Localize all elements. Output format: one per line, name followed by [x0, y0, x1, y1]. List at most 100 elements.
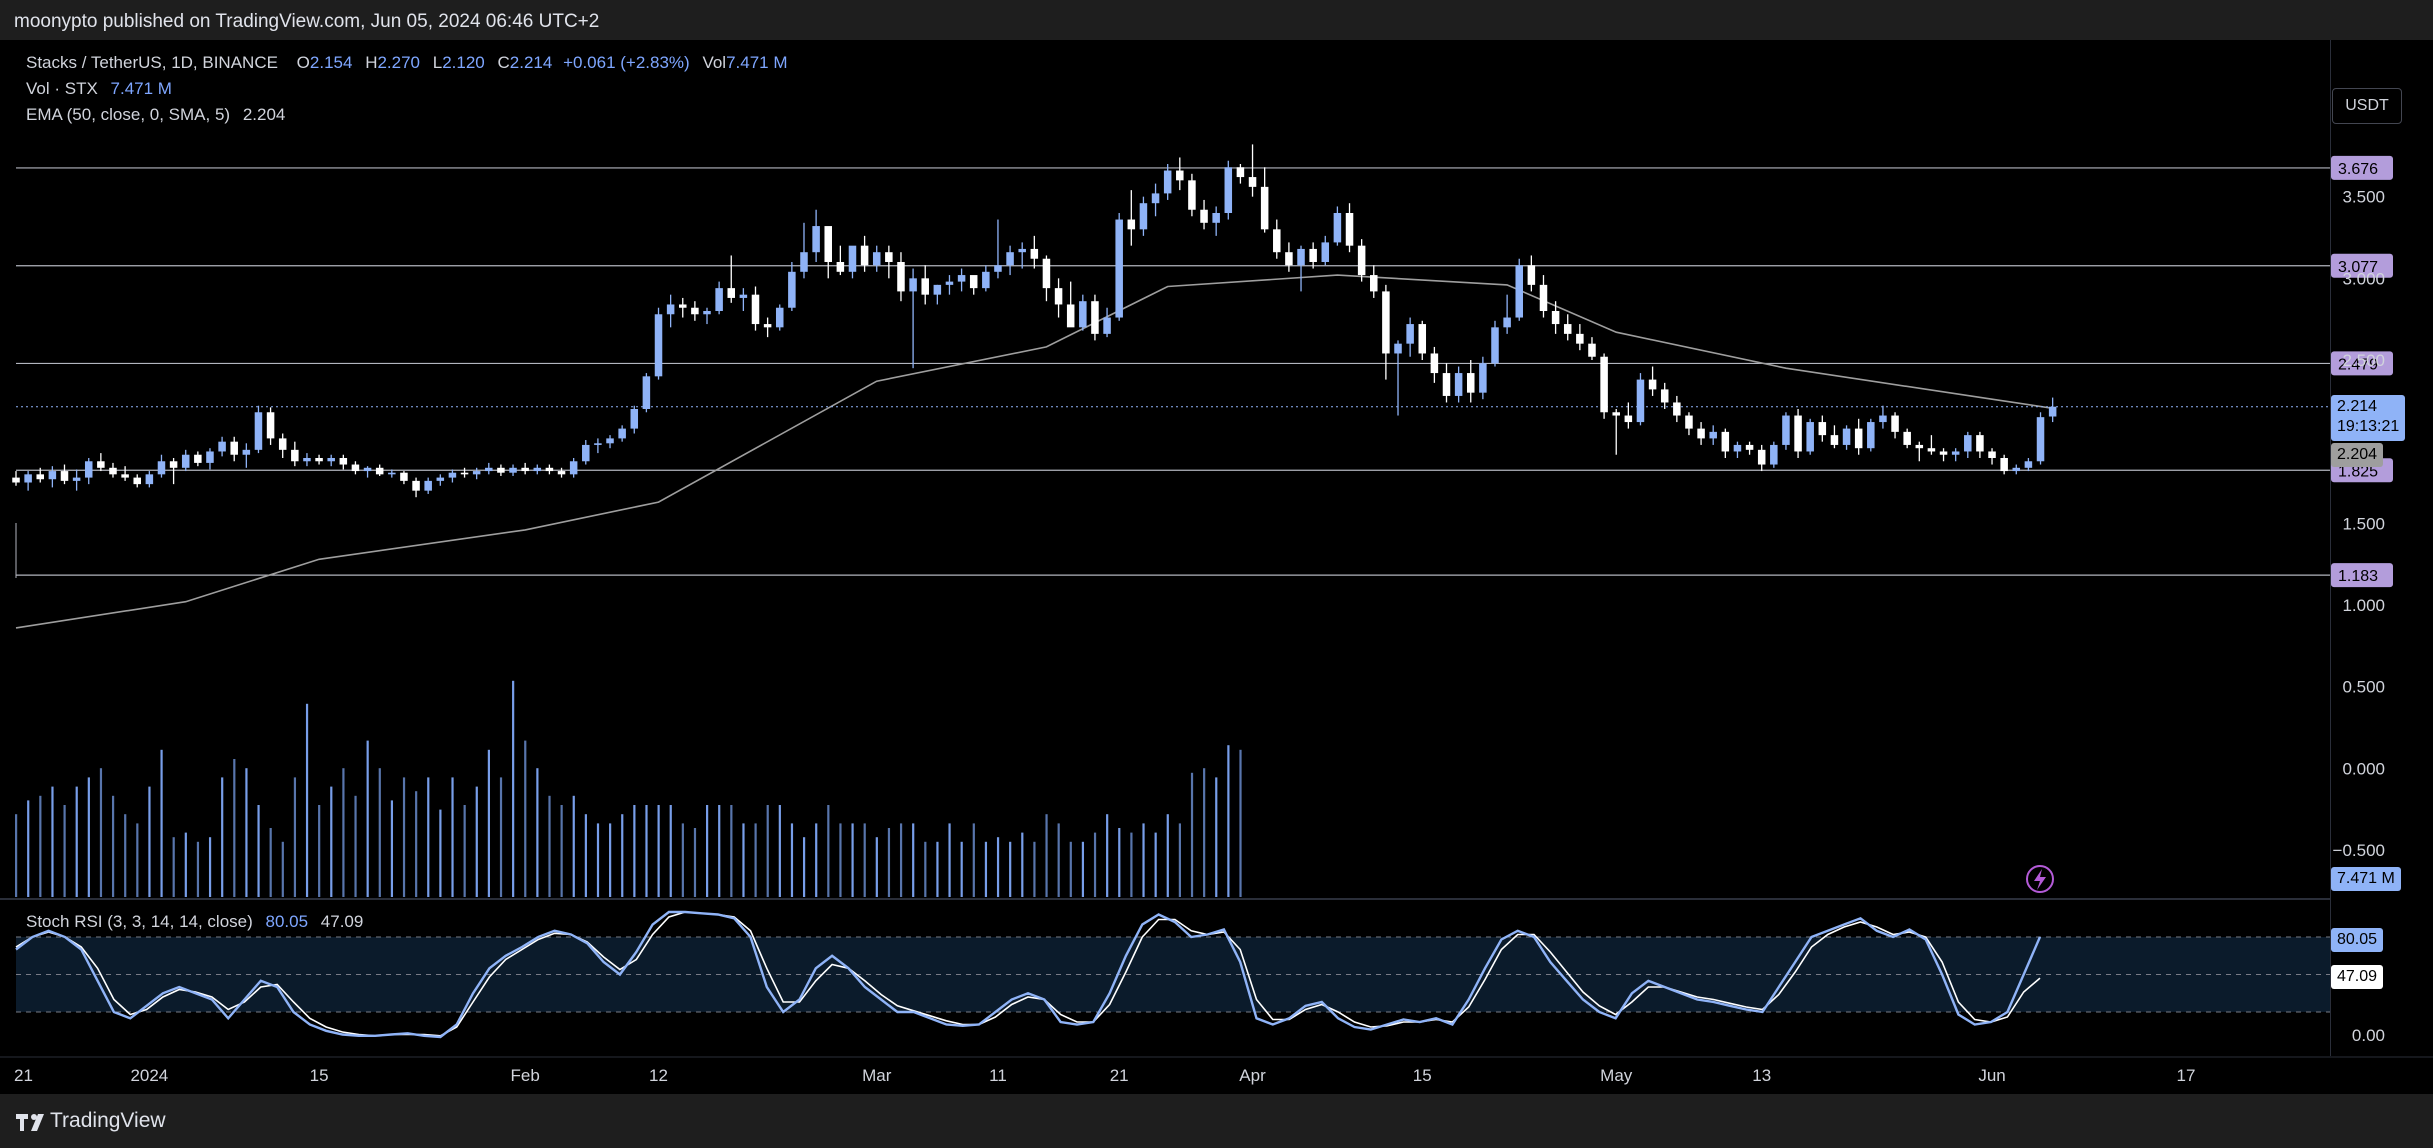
stoch-axis-tick: 0.00 [2352, 1026, 2385, 1045]
volume-bar [1009, 841, 1012, 897]
volume-bar [645, 805, 648, 897]
volume-bar [1203, 768, 1206, 897]
candle-body [1551, 311, 1560, 325]
volume-bar [875, 837, 878, 897]
volume-study-title[interactable]: Vol · STX [26, 79, 98, 98]
candle-body [1745, 444, 1754, 450]
time-axis-tick: 17 [2177, 1066, 2196, 1085]
candle-body [375, 467, 384, 475]
volume-bar [208, 837, 212, 897]
candle-body [1248, 177, 1257, 187]
candle-body [1503, 317, 1511, 328]
candle-body [266, 412, 275, 439]
price-axis-tick: 3.500 [2342, 188, 2385, 207]
candle-body [1806, 422, 1814, 452]
horizontal-level-label: 3.077 [2338, 259, 2378, 276]
legend-symbol[interactable]: Stacks / TetherUS, 1D, BINANCE [26, 53, 278, 72]
horizontal-level-label: 1.183 [2338, 568, 2378, 585]
volume-bar [415, 791, 418, 897]
footer: TradingView [0, 1094, 2433, 1148]
volume-bar [451, 777, 454, 897]
candle-body [1370, 275, 1378, 292]
candle-body [679, 304, 687, 308]
stoch-band [16, 937, 2330, 1012]
candle-body [533, 467, 542, 472]
candle-body [1382, 291, 1390, 354]
volume-bar [1142, 823, 1145, 897]
candle-body [1709, 431, 1717, 439]
candle-body [291, 449, 299, 462]
candle-body [1418, 324, 1427, 354]
time-axis-tick: 12 [649, 1066, 668, 1085]
volume-bar [1106, 814, 1109, 897]
volume-bar [233, 759, 236, 897]
volume-bar [766, 805, 769, 897]
candle-body [242, 449, 251, 455]
volume-bar [342, 768, 345, 897]
candle-body [1212, 213, 1220, 223]
volume-bar [1081, 841, 1085, 897]
stoch-d-price-label: 47.09 [2331, 965, 2384, 989]
candle-body [412, 480, 420, 491]
candle-body [1951, 451, 1960, 455]
volume-bar [330, 786, 333, 897]
price-axis-tick: 1.500 [2342, 514, 2385, 533]
candle-body [2024, 461, 2033, 468]
candle-body [751, 294, 760, 325]
ema-study-title[interactable]: EMA (50, close, 0, SMA, 5) [26, 105, 231, 124]
volume-bar [851, 823, 854, 897]
volume-bar [936, 841, 939, 897]
volume-bar [1021, 832, 1024, 897]
candle-body [1903, 431, 1911, 445]
candle-body [1260, 186, 1269, 230]
candle-body [60, 471, 69, 481]
legend-close: 2.214 [509, 53, 553, 72]
candle-body [1491, 327, 1499, 364]
candle-body [1236, 167, 1245, 178]
candle-body [885, 252, 893, 262]
candle-body [1479, 363, 1487, 393]
price-axis-tick: 3.000 [2342, 269, 2385, 288]
time-axis-tick: Feb [511, 1066, 540, 1085]
stoch-k-line [15, 910, 2042, 1039]
time-axis-tick: Apr [1239, 1066, 1266, 1085]
volume-bar [560, 805, 563, 897]
price-axis-tick: 0.000 [2342, 759, 2385, 778]
volume-bar [778, 805, 781, 897]
candle-body [1309, 248, 1317, 262]
volume-bar [366, 740, 369, 897]
candle-body [327, 458, 335, 462]
candle-body [1757, 449, 1766, 465]
legend-low: 2.120 [442, 53, 485, 72]
candle-body [1867, 422, 1875, 449]
volume-bar [548, 795, 551, 897]
price-axis-tick: 1.000 [2342, 596, 2385, 615]
volume-bar [984, 841, 988, 897]
time-axis-tick: 11 [989, 1066, 1007, 1085]
candle-body [1794, 415, 1802, 452]
candle-body [1030, 248, 1039, 259]
candle-body [1879, 415, 1887, 423]
volume-bar [815, 823, 818, 897]
candle-body [1891, 415, 1899, 432]
candle-body [594, 443, 602, 445]
legend-high: 2.270 [377, 53, 421, 72]
volume-bar [305, 703, 309, 897]
stoch-study-title[interactable]: Stoch RSI (3, 3, 14, 14, close) [26, 912, 253, 931]
volume-bar [499, 777, 503, 897]
candle-body [254, 412, 263, 450]
candle-body [206, 451, 214, 463]
legend-l-label: L [432, 53, 443, 72]
candle-body [97, 461, 105, 468]
price-axis-tick: 2.500 [2342, 351, 2385, 370]
candle-body [448, 472, 457, 478]
volume-bar [524, 740, 527, 897]
stoch-d-value: 47.09 [320, 912, 364, 931]
time-axis-tick: Jun [1978, 1066, 2005, 1085]
volume-bar [487, 749, 490, 897]
chart-canvas[interactable]: 3.6763.0772.4791.8251.1834.0003.5003.000… [0, 40, 2433, 1094]
candle-body [2036, 417, 2045, 462]
currency-button[interactable]: USDT [2332, 88, 2402, 124]
volume-bar [1154, 832, 1157, 897]
volume-bar [1239, 749, 1242, 897]
